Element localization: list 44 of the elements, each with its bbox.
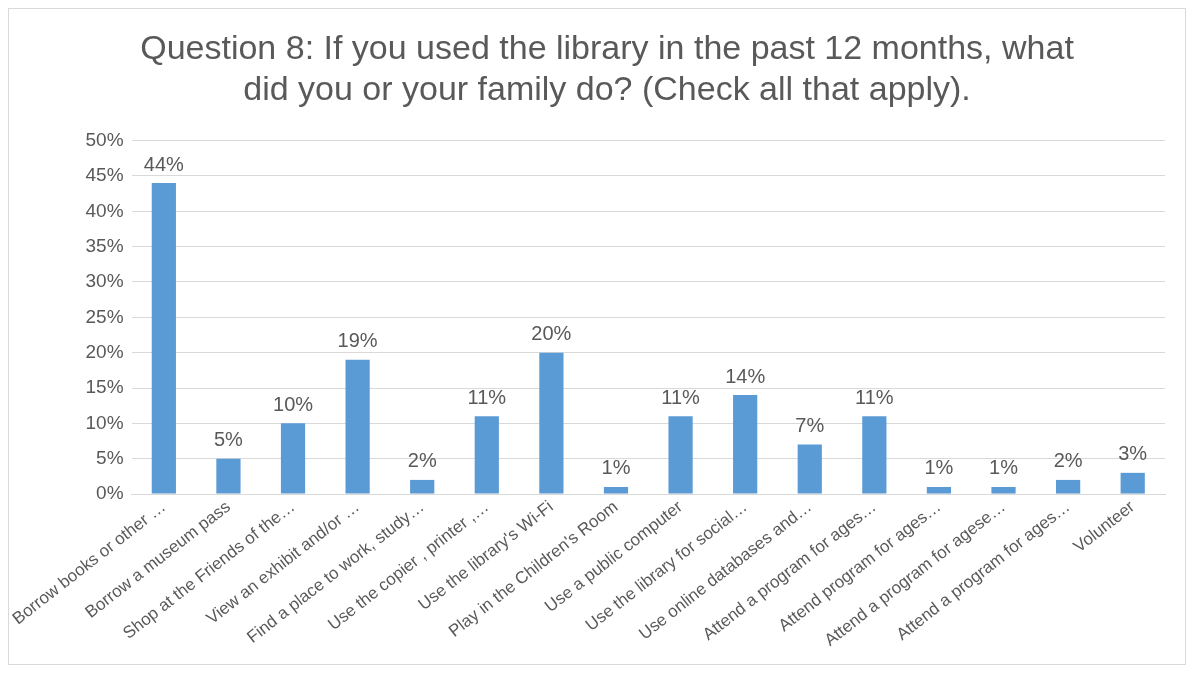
data-label: 10%	[273, 392, 314, 415]
bar	[797, 444, 822, 494]
bar	[539, 352, 564, 494]
y-tick-label: 25%	[85, 305, 124, 327]
y-tick-label: 30%	[85, 270, 124, 292]
y-tick-label: 0%	[96, 482, 124, 504]
y-tick-label: 20%	[85, 340, 124, 362]
data-label: 5%	[213, 428, 244, 451]
bar	[603, 486, 629, 494]
y-tick-label: 10%	[85, 411, 124, 433]
bar	[474, 416, 499, 494]
bar	[926, 486, 952, 494]
y-tick-label: 15%	[85, 376, 124, 398]
data-label: 44%	[143, 152, 185, 175]
bar	[991, 486, 1016, 494]
data-label: 14%	[725, 364, 766, 387]
bar	[733, 395, 758, 494]
bar	[151, 183, 176, 494]
data-label: 1%	[924, 456, 954, 479]
data-label: 7%	[795, 414, 825, 437]
chart-title: Question 8: If you used the library in the past 12 months, what did you or your family do? (Check all that apply).	[140, 27, 1075, 107]
bar	[1056, 479, 1081, 494]
data-label: 3%	[1118, 442, 1148, 465]
y-tick-label: 50%	[85, 128, 124, 150]
bar	[345, 359, 370, 494]
y-tick-label: 5%	[96, 446, 124, 468]
data-label: 2%	[407, 449, 437, 472]
data-label: 2%	[1053, 449, 1083, 472]
y-tick-label: 35%	[85, 234, 124, 256]
data-label: 11%	[855, 385, 894, 408]
bar	[410, 479, 435, 494]
bar	[668, 416, 693, 494]
data-label: 11%	[661, 385, 701, 408]
data-label: 11%	[467, 385, 507, 408]
y-tick-label: 40%	[85, 199, 124, 221]
data-label: 20%	[531, 322, 572, 345]
bar	[216, 458, 241, 494]
bar	[1120, 472, 1145, 494]
bar	[280, 423, 306, 494]
data-label: 1%	[989, 456, 1019, 479]
data-label: 19%	[337, 329, 378, 352]
bar	[862, 416, 887, 494]
data-label: 1%	[601, 456, 631, 479]
y-tick-label: 45%	[85, 164, 124, 186]
